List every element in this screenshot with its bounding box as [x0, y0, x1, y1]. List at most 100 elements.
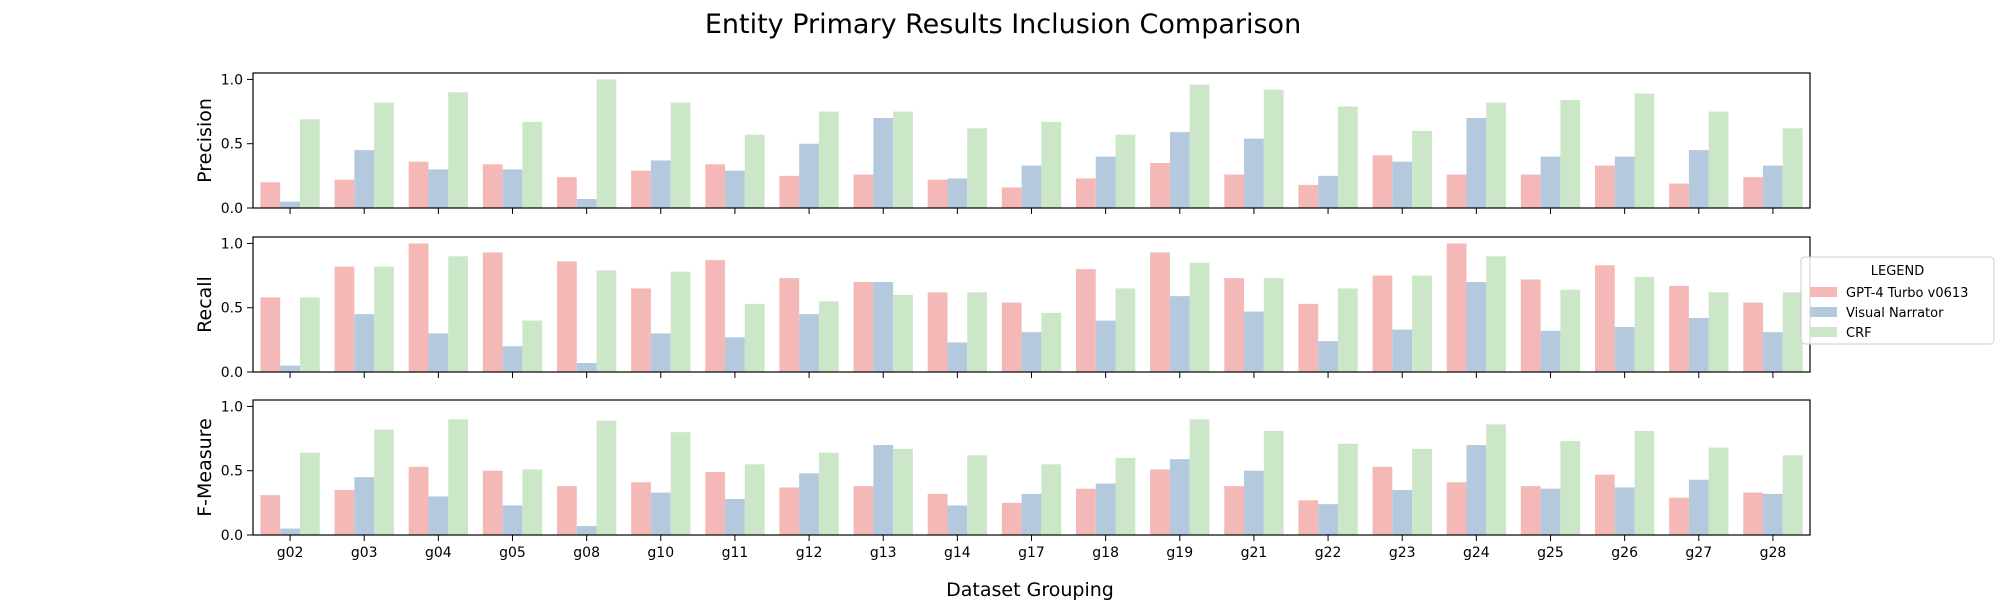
bar-f-measure-g21-s0	[1224, 486, 1245, 535]
legend-entry-0: GPT-4 Turbo v0613	[1846, 286, 1968, 301]
bar-recall-g08-s1	[576, 363, 597, 372]
bar-precision-g10-s0	[631, 170, 651, 208]
bar-recall-g23-s1	[1392, 329, 1413, 372]
bar-f-measure-g19-s2	[1189, 419, 1210, 535]
bar-precision-g14-s2	[967, 128, 988, 208]
y-axis-label-f-measure: F-Measure	[194, 418, 216, 517]
bar-recall-g05-s2	[522, 320, 543, 372]
x-tick-label: g11	[722, 545, 749, 561]
x-tick-label: g08	[573, 545, 600, 561]
y-tick-label: 0.0	[221, 365, 243, 381]
bar-precision-g13-s2	[893, 111, 913, 208]
bar-recall-g12-s2	[818, 301, 839, 372]
bar-recall-g10-s2	[670, 271, 691, 372]
bar-recall-g03-s0	[334, 266, 355, 372]
bar-f-measure-g04-s2	[448, 419, 469, 535]
bar-recall-g12-s1	[799, 314, 819, 372]
bar-recall-g24-s1	[1466, 282, 1487, 372]
bar-recall-g21-s0	[1224, 278, 1245, 372]
bar-precision-g12-s0	[779, 175, 800, 208]
panel-f-measure: 0.0 0.5 1.0 g02 g03 g04 g05 g08 g10 g11 g12 g13 g14 g…	[194, 399, 1811, 561]
y-tick-label: 1.0	[221, 399, 243, 415]
bar-recall-g13-s1	[873, 282, 894, 372]
bar-precision-g12-s1	[799, 143, 819, 208]
bar-f-measure-g17-s2	[1041, 464, 1062, 535]
bar-precision-g10-s1	[650, 160, 671, 208]
bar-recall-g26-s0	[1594, 265, 1615, 372]
bar-f-measure-g22-s2	[1337, 443, 1358, 535]
bar-precision-g14-s1	[947, 178, 968, 208]
x-tick-label: g13	[870, 545, 897, 561]
bar-f-measure-g02-s0	[260, 495, 281, 535]
bar-precision-g03-s2	[374, 102, 394, 208]
bar-f-measure-g27-s2	[1708, 447, 1729, 535]
bar-recall-g28-s2	[1782, 292, 1803, 372]
bar-recall-g08-s2	[596, 270, 617, 372]
bar-f-measure-g18-s1	[1095, 483, 1116, 535]
bar-recall-g13-s0	[853, 282, 874, 372]
bar-precision-g24-s1	[1466, 118, 1487, 208]
bar-precision-g24-s0	[1446, 174, 1467, 208]
bar-precision-g05-s2	[522, 121, 543, 208]
x-tick-label: g26	[1611, 545, 1638, 561]
bar-f-measure-g11-s0	[705, 472, 726, 535]
bar-recall-g05-s1	[502, 346, 523, 372]
panels-layer: 0.0 0.5 1.0 Precision 0.0 0.5 1.0 Recall 0.0 0.5 1…	[194, 72, 1811, 561]
bar-precision-g05-s0	[482, 164, 503, 208]
bar-precision-g22-s1	[1318, 175, 1338, 208]
bar-recall-g27-s1	[1688, 318, 1709, 372]
bar-precision-g21-s1	[1244, 138, 1264, 208]
bar-f-measure-g25-s0	[1520, 486, 1541, 535]
bar-f-measure-g11-s2	[744, 464, 765, 535]
bar-f-measure-g21-s2	[1263, 430, 1284, 535]
x-tick-label: g21	[1241, 545, 1268, 561]
bar-precision-g13-s0	[853, 174, 874, 208]
bar-f-measure-g02-s2	[299, 452, 320, 535]
bar-f-measure-g18-s0	[1075, 488, 1096, 535]
y-tick-label: 0.0	[221, 201, 243, 217]
x-tick-label: g02	[277, 545, 304, 561]
bar-recall-g27-s2	[1708, 292, 1729, 372]
bar-recall-g14-s0	[927, 292, 948, 372]
bar-recall-g17-s0	[1001, 302, 1022, 372]
bar-precision-g26-s2	[1634, 93, 1655, 208]
bar-precision-g11-s0	[705, 164, 726, 208]
bar-f-measure-g22-s1	[1318, 504, 1338, 535]
bar-f-measure-g28-s0	[1743, 492, 1764, 535]
bar-f-measure-g25-s1	[1540, 488, 1561, 535]
x-tick-label: g12	[796, 545, 823, 561]
bar-f-measure-g05-s2	[522, 469, 543, 535]
bar-f-measure-g21-s1	[1244, 470, 1264, 535]
bar-precision-g05-s1	[502, 169, 523, 208]
bar-f-measure-g12-s0	[779, 487, 800, 535]
bar-f-measure-g03-s1	[354, 477, 375, 535]
x-tick-label: g19	[1166, 545, 1193, 561]
y-tick-label: 0.0	[221, 528, 243, 544]
bar-recall-g05-s0	[482, 252, 503, 372]
bar-recall-g18-s0	[1075, 269, 1096, 372]
bar-f-measure-g26-s0	[1594, 474, 1615, 535]
bar-precision-g03-s1	[354, 150, 375, 208]
bar-f-measure-g10-s2	[670, 432, 691, 535]
x-tick-label: g17	[1018, 545, 1045, 561]
chart-title: Entity Primary Results Inclusion Compari…	[705, 9, 1301, 40]
bar-f-measure-g17-s0	[1001, 502, 1022, 535]
bar-precision-g18-s2	[1115, 134, 1136, 208]
bar-f-measure-g24-s2	[1486, 424, 1507, 535]
bar-precision-g08-s1	[576, 199, 597, 208]
bar-precision-g17-s2	[1041, 121, 1062, 208]
bar-recall-g03-s1	[354, 314, 375, 372]
bar-precision-g27-s0	[1669, 183, 1689, 208]
x-tick-label: g24	[1463, 545, 1490, 561]
x-tick-label: g28	[1760, 545, 1787, 561]
legend-swatch-2	[1810, 327, 1837, 337]
bar-f-measure-g26-s1	[1614, 487, 1635, 535]
bar-precision-g17-s0	[1001, 187, 1022, 208]
bar-recall-g26-s1	[1614, 327, 1635, 372]
bar-precision-g28-s1	[1763, 165, 1783, 208]
bar-precision-g21-s0	[1224, 174, 1245, 208]
bar-precision-g19-s1	[1169, 132, 1190, 208]
bar-recall-g17-s1	[1021, 332, 1042, 372]
bar-precision-g23-s0	[1372, 155, 1393, 208]
